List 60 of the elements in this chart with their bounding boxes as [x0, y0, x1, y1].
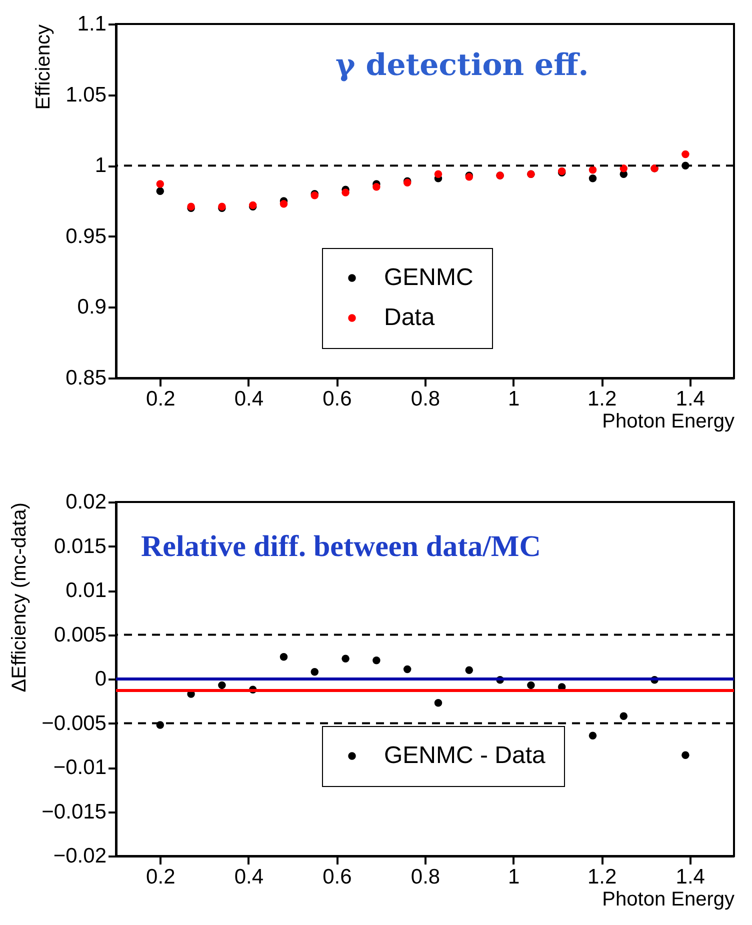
- x-tick-label: 0.4: [234, 866, 264, 888]
- x-tick-label: 0.8: [410, 866, 440, 888]
- point: [156, 187, 164, 195]
- y-tick-label: 0.01: [66, 579, 106, 602]
- point: [682, 751, 690, 759]
- point: [527, 681, 535, 690]
- y-tick-label: −0.015: [42, 800, 106, 824]
- point: [588, 166, 597, 174]
- point: [620, 164, 628, 172]
- legend-label: Data: [384, 304, 436, 331]
- x-tick-label: 1: [508, 866, 520, 888]
- point: [620, 712, 628, 720]
- y-tick-label: 0.9: [77, 296, 106, 319]
- point: [682, 150, 690, 158]
- x-tick-label: 0.6: [322, 388, 352, 410]
- annotation: Relative diff. between data/MC: [141, 530, 541, 563]
- x-tick-label: 1.4: [676, 866, 706, 888]
- x-tick-label: 0.4: [234, 388, 264, 410]
- point: [218, 681, 226, 690]
- annotation: γ detection eff.: [335, 48, 589, 83]
- point: [403, 665, 412, 674]
- y-tick-label: 0.95: [66, 224, 106, 248]
- x-tick-label: 1: [508, 388, 520, 410]
- y-tick-label: −0.02: [53, 844, 106, 868]
- point: [156, 180, 164, 188]
- y-tick-label: −0.005: [42, 712, 106, 735]
- x-tick-label: 0.2: [146, 866, 176, 888]
- x-tick-label: 1.2: [587, 866, 617, 888]
- y-tick-label: 1: [94, 154, 106, 178]
- y-axis-title: Efficiency: [32, 24, 55, 110]
- point: [434, 699, 442, 707]
- y-tick-label: 0.015: [54, 534, 106, 558]
- point: [342, 188, 350, 196]
- point: [372, 656, 380, 664]
- point: [465, 666, 474, 674]
- legend-label: GENMC - Data: [384, 742, 546, 769]
- point: [342, 654, 350, 663]
- x-tick-label: 1.2: [587, 388, 617, 410]
- y-tick-label: 0.85: [66, 366, 106, 390]
- x-tick-label: 0.2: [146, 388, 176, 410]
- y-tick-label: 0.005: [54, 623, 106, 646]
- y-tick-label: −0.01: [53, 756, 106, 779]
- point: [280, 200, 288, 208]
- legend-label: GENMC: [384, 264, 474, 291]
- y-tick-label: 0.02: [66, 490, 106, 514]
- x-tick-label: 1.4: [676, 388, 706, 410]
- x-tick-label: 0.8: [410, 388, 440, 410]
- point: [372, 182, 380, 191]
- y-tick-label: 0: [94, 668, 106, 690]
- point: [434, 170, 442, 178]
- point: [280, 653, 288, 661]
- x-axis-title: Photon Energy: [602, 410, 734, 432]
- x-axis-title: Photon Energy: [602, 888, 734, 910]
- y-tick-label: 1.05: [66, 83, 106, 106]
- point: [588, 174, 597, 182]
- x-tick-label: 0.6: [322, 866, 352, 888]
- y-tick-label: 1.1: [77, 12, 106, 36]
- point: [310, 668, 319, 676]
- point: [588, 732, 597, 740]
- y-axis-title: ΔEfficiency (mc-data): [8, 502, 31, 692]
